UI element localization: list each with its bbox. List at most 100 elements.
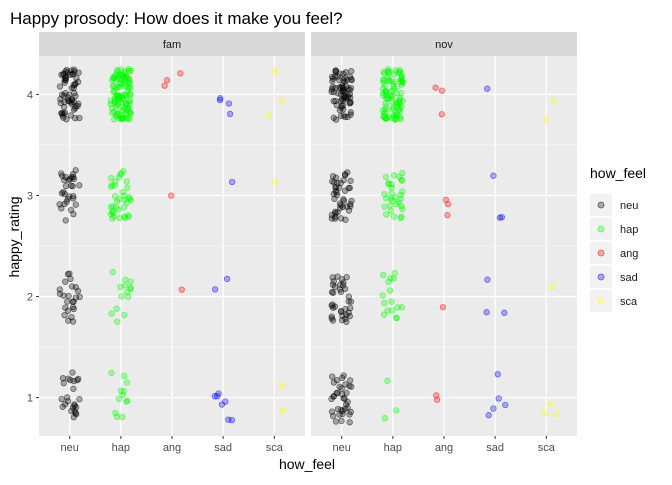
data-point [122, 276, 129, 283]
data-point [385, 68, 393, 75]
data-point [342, 95, 350, 102]
data-point [67, 206, 75, 214]
data-point [211, 286, 219, 293]
data-point [279, 407, 287, 415]
x-tick-label: sad [214, 442, 232, 454]
data-point [127, 110, 134, 117]
data-point [347, 99, 354, 107]
data-point [72, 81, 79, 88]
data-point [110, 116, 118, 123]
data-point [228, 178, 236, 186]
data-point [111, 99, 118, 106]
data-point [67, 112, 75, 119]
data-point [75, 375, 82, 383]
x-tick-label: ang [435, 442, 453, 454]
data-point [64, 394, 71, 401]
data-point [347, 177, 354, 184]
data-point [432, 84, 439, 91]
data-point [332, 116, 340, 123]
legend-key-background [590, 266, 612, 288]
data-point [62, 278, 69, 285]
data-point [107, 174, 115, 182]
data-point [334, 389, 341, 397]
data-point [116, 71, 123, 78]
data-point [383, 211, 390, 218]
data-point [550, 98, 557, 105]
data-point [341, 74, 348, 82]
data-point [542, 116, 550, 123]
data-point [343, 318, 350, 325]
data-point [381, 299, 388, 307]
data-point [399, 97, 406, 104]
data-point [343, 273, 350, 281]
data-point [112, 178, 119, 185]
data-point [63, 198, 70, 205]
data-point [177, 70, 184, 77]
data-point [338, 308, 345, 315]
data-point [346, 411, 353, 418]
data-point [347, 298, 355, 305]
data-point [331, 303, 339, 310]
y-tick-label: 1 [27, 393, 33, 405]
data-point [439, 303, 447, 311]
data-point [381, 415, 388, 422]
data-point [114, 318, 121, 325]
data-point [66, 270, 73, 277]
data-point [342, 285, 349, 292]
data-point [331, 73, 339, 80]
data-point [127, 285, 134, 293]
data-point [223, 275, 231, 283]
data-point [399, 188, 406, 195]
data-point [73, 74, 80, 82]
data-point [380, 92, 387, 99]
data-point [393, 407, 400, 414]
data-point [380, 271, 387, 279]
data-point [438, 87, 446, 94]
data-point [111, 87, 118, 95]
facet-strip-label: nov [435, 39, 453, 51]
y-tick-label: 3 [27, 190, 33, 202]
data-point [337, 112, 345, 119]
data-point [127, 67, 135, 75]
legend-item-ang: ang [590, 242, 638, 264]
data-point [124, 293, 132, 300]
data-point [391, 270, 398, 277]
data-point [389, 98, 396, 105]
data-point [336, 286, 344, 293]
data-point [383, 92, 390, 99]
data-point [70, 414, 77, 421]
data-point [380, 311, 388, 318]
data-point [226, 110, 234, 118]
data-point [348, 68, 355, 75]
data-point [394, 112, 401, 119]
y-tick-label: 4 [27, 89, 33, 101]
data-point [338, 417, 345, 425]
facet-panel-nov: nov neu hap ang sad sca [311, 32, 577, 454]
data-point [398, 73, 405, 80]
x-axis-label: how_feel [279, 456, 335, 472]
data-point [490, 405, 497, 412]
data-point [76, 114, 83, 122]
data-point [117, 92, 124, 99]
data-point [125, 213, 133, 220]
data-point [330, 289, 337, 296]
data-point [69, 369, 76, 376]
legend-entry-label: sad [620, 272, 638, 284]
data-point [388, 184, 395, 192]
data-point [438, 111, 445, 118]
data-point [121, 311, 128, 319]
chart-title: Happy prosody: How does it make you feel… [10, 9, 343, 28]
data-point [272, 178, 279, 185]
data-point [337, 281, 344, 288]
data-point [58, 190, 66, 197]
data-point [56, 286, 63, 293]
data-point [124, 184, 131, 191]
x-tick-label: sca [266, 442, 284, 454]
data-point [330, 379, 337, 386]
data-point [342, 381, 349, 388]
data-point [387, 195, 395, 202]
x-tick-label: hap [112, 442, 130, 454]
data-point [390, 71, 397, 78]
data-point [120, 388, 127, 395]
